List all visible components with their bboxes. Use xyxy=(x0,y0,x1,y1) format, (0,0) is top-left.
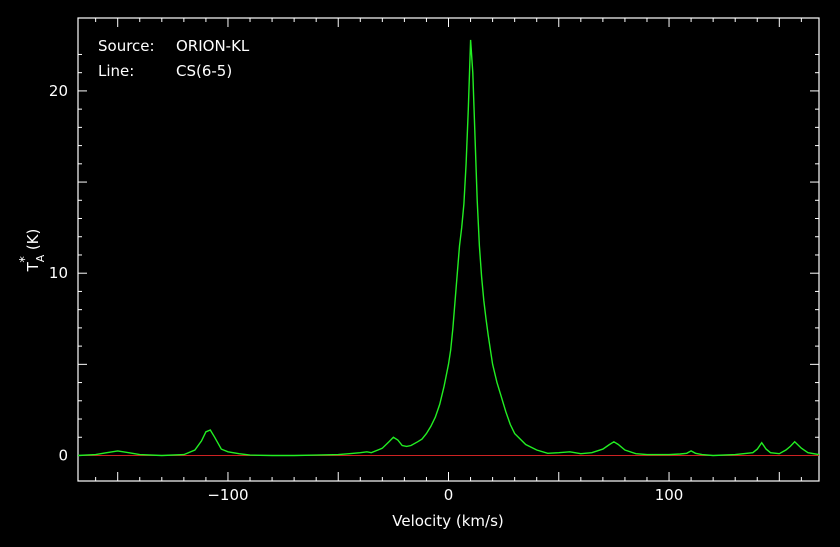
y-axis-label-unit: (K) xyxy=(24,229,42,251)
x-tick-label: 0 xyxy=(444,486,454,504)
line-label: Line: xyxy=(98,62,134,80)
y-axis-label: TA* (K) xyxy=(18,229,47,273)
source-value: ORION-KL xyxy=(176,37,250,55)
y-tick-label: 20 xyxy=(49,82,68,100)
plot-frame xyxy=(77,17,820,482)
axis-ticks xyxy=(78,18,819,481)
spectrum-line xyxy=(77,39,820,457)
x-tick-label: −100 xyxy=(207,486,248,504)
source-label: Source: xyxy=(98,37,155,55)
axis-tick-labels: −100 0 100 0 10 20 xyxy=(49,82,683,504)
y-axis-label-sub: A xyxy=(34,254,47,262)
y-tick-label: 10 xyxy=(49,264,68,282)
x-axis-label: Velocity (km/s) xyxy=(392,512,503,530)
y-tick-label: 0 xyxy=(58,446,68,464)
y-axis-label-main: T xyxy=(24,261,42,272)
x-tick-label: 100 xyxy=(655,486,684,504)
line-value: CS(6-5) xyxy=(176,62,232,80)
y-axis-label-sup: * xyxy=(18,256,33,263)
svg-text:TA*(K): TA* (K) xyxy=(18,229,47,273)
